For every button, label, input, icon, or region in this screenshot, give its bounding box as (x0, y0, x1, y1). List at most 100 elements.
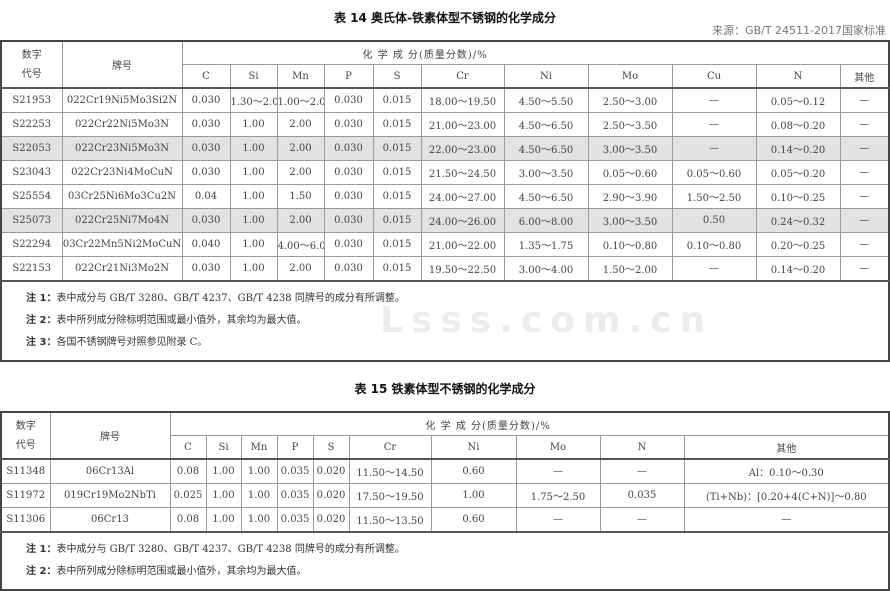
table-row: S11972 019Cr19Mo2NbTi 0.025 1.00 1.00 0.035 0.… (0, 483, 890, 508)
cell-c: 0.08 (169, 458, 207, 484)
cell-grade: 06Cr13Al (49, 458, 171, 484)
cell-ni: 4.50～5.50 (503, 87, 589, 113)
cell-cr: 21.50～24.50 (420, 160, 505, 185)
cell-c: 0.08 (169, 507, 207, 533)
cell-mo: 2.90～3.90 (587, 184, 673, 209)
cell-si: 1.00 (229, 184, 278, 209)
header-composition: 化 学 成 分(质量分数)/% (181, 40, 890, 65)
cell-si: 1.30～2.00 (229, 87, 278, 113)
cell-p: 0.035 (276, 507, 314, 533)
cell-code: S25554 (0, 184, 63, 209)
cell-n: — (599, 458, 685, 484)
cell-c: 0.040 (181, 232, 231, 257)
table-row: S11306 06Cr13 0.08 1.00 1.00 0.035 0.020 11.50～… (0, 507, 890, 533)
cell-c: 0.030 (181, 136, 231, 161)
header-element: P (276, 435, 314, 460)
table-row: S22053 022Cr23Ni5Mo3N 0.030 1.00 2.00 0.030 0.… (0, 136, 890, 161)
cell-cr: 17.50～19.50 (348, 483, 432, 508)
cell-si: 1.00 (205, 458, 242, 484)
cell-其他: — (839, 87, 890, 113)
cell-cr: 18.00～19.50 (420, 87, 505, 113)
cell-ni: 1.35～1.75 (503, 232, 589, 257)
note-text: 各国不锈钢牌号对照参见附录 C。 (56, 337, 208, 348)
cell-mo: 2.50～3.50 (587, 112, 673, 137)
notes-cell: 注 1：表中成分与 GB/T 3280、GB/T 4237、GB/T 4238 … (0, 280, 890, 362)
cell-n: 0.035 (599, 483, 685, 508)
cell-n: — (599, 507, 685, 533)
cell-ni: 4.50～6.50 (503, 184, 589, 209)
note-label: 注 2： (26, 315, 57, 326)
header-element: Cr (420, 64, 505, 89)
cell-cu: — (671, 136, 757, 161)
cell-cu: — (671, 87, 757, 113)
table15: 数字 代号 牌号 化 学 成 分(质量分数)/% C Si Mn P S Cr Ni Mo N 其… (0, 411, 890, 591)
notes-row: 注 1：表中成分与 GB/T 3280、GB/T 4237、GB/T 4238 … (0, 531, 890, 591)
cell-c: 0.030 (181, 208, 231, 233)
cell-grade: 022Cr23Ni5Mo3N (61, 136, 183, 161)
cell-mn: 1.00 (240, 483, 278, 508)
cell-mn: 2.00 (276, 160, 325, 185)
cell-ni: 6.00～8.00 (503, 208, 589, 233)
header-element: N (755, 64, 841, 89)
cell-其他: — (839, 256, 890, 282)
cell-grade: 022Cr25Ni7Mo4N (61, 208, 183, 233)
cell-c: 0.030 (181, 160, 231, 185)
cell-code: S11972 (0, 483, 51, 508)
cell-p: 0.030 (323, 87, 374, 113)
cell-s: 0.015 (372, 87, 422, 113)
cell-s: 0.015 (372, 112, 422, 137)
cell-s: 0.015 (372, 136, 422, 161)
cell-其他: — (839, 232, 890, 257)
cell-mn: 2.00 (276, 136, 325, 161)
cell-code: S25073 (0, 208, 63, 233)
cell-其他: — (839, 160, 890, 185)
cell-cu: 1.50～2.50 (671, 184, 757, 209)
cell-si: 1.00 (229, 136, 278, 161)
cell-ni: 0.60 (430, 458, 517, 484)
table15-title: 表 15 铁素体型不锈钢的化学成分 (354, 382, 536, 396)
note-label: 注 1： (26, 544, 57, 555)
cell-mo: — (515, 507, 601, 533)
cell-code: S23043 (0, 160, 63, 185)
cell-si: 1.00 (229, 208, 278, 233)
cell-s: 0.015 (372, 232, 422, 257)
header-element: Ni (503, 64, 589, 89)
cell-c: 0.04 (181, 184, 231, 209)
cell-c: 0.025 (169, 483, 207, 508)
cell-grade: 022Cr19Ni5Mo3Si2N (61, 87, 183, 113)
cell-n: 0.05～0.20 (755, 160, 841, 185)
cell-其他: — (839, 208, 890, 233)
cell-n: 0.14～0.20 (755, 256, 841, 282)
cell-grade: 06Cr13 (49, 507, 171, 533)
cell-cu: 0.10～0.80 (671, 232, 757, 257)
cell-cr: 21.00～22.00 (420, 232, 505, 257)
cell-其他: (Ti+Nb)：[0.20+4(C+N)]～0.80 (683, 483, 890, 508)
cell-p: 0.035 (276, 483, 314, 508)
cell-n: 0.10～0.25 (755, 184, 841, 209)
cell-mn: 2.00 (276, 208, 325, 233)
header-element: 其他 (839, 64, 890, 89)
cell-mn: 1.00 (240, 458, 278, 484)
note-label: 注 1： (26, 293, 57, 304)
cell-cu: — (671, 256, 757, 282)
cell-p: 0.030 (323, 160, 374, 185)
cell-code: S11306 (0, 507, 51, 533)
header-element: P (323, 64, 374, 89)
cell-mn: 2.00 (276, 112, 325, 137)
cell-ni: 3.00～3.50 (503, 160, 589, 185)
cell-p: 0.035 (276, 458, 314, 484)
cell-mn: 4.00～6.00 (276, 232, 325, 257)
cell-si: 1.00 (229, 112, 278, 137)
note-label: 注 2： (26, 566, 57, 577)
cell-mn: 2.00 (276, 256, 325, 282)
cell-ni: 1.00 (430, 483, 517, 508)
cell-grade: 019Cr19Mo2NbTi (49, 483, 171, 508)
note-label: 注 3： (26, 337, 57, 348)
cell-cu: 0.05～0.60 (671, 160, 757, 185)
cell-c: 0.030 (181, 87, 231, 113)
cell-p: 0.030 (323, 208, 374, 233)
source-label: 来源：GB/T 24511-2017国家标准 (712, 24, 886, 37)
note-3: 注 3：各国不锈钢牌号对照参见附录 C。 (26, 332, 888, 354)
cell-s: 0.020 (312, 458, 350, 484)
cell-mn: 1.50 (276, 184, 325, 209)
